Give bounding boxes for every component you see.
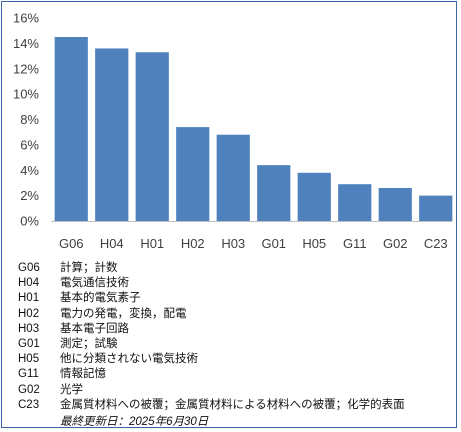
legend-description: 光学 (60, 383, 83, 396)
y-tick-label: 8% (20, 112, 39, 127)
x-tick-label: H03 (221, 236, 245, 251)
bar-chart: 0%2%4%6%8%10%12%14%16% G06 H04 H01 H02 H03 G0… (13, 11, 453, 251)
legend-code: G02 (18, 383, 40, 396)
legend-description: 金属質材料への被覆；金属質材料による材料への被覆；化学的表面 (60, 398, 405, 411)
legend-description: 測定；試験 (60, 337, 118, 350)
x-tick-label: G01 (261, 236, 286, 251)
y-tick-label: 12% (13, 61, 39, 76)
y-tick-label: 4% (20, 163, 39, 178)
bar-h05 (297, 172, 331, 221)
y-tick-label: 10% (13, 87, 39, 102)
bar-g11 (338, 184, 372, 221)
bar-h01 (135, 52, 169, 221)
legend-description: 計算；計数 (60, 262, 118, 274)
bar-g01 (257, 165, 291, 221)
x-tick-label: H02 (181, 236, 205, 251)
legend-row: H01 基本的電気素子 (18, 291, 458, 306)
legend-code: H01 (18, 292, 40, 305)
x-tick-label: H01 (140, 236, 164, 251)
legend-code: G01 (18, 337, 40, 350)
legend-description: 電力の発電，変換，配電 (60, 307, 187, 320)
x-tick-label: G11 (343, 236, 367, 251)
legend-code: H05 (18, 353, 40, 366)
x-tick-label: H04 (100, 236, 124, 251)
legend-code: C23 (18, 398, 40, 411)
bar-h02 (176, 127, 210, 221)
legend-row: G11 情報記憶 (18, 367, 458, 382)
y-tick-label: 16% (13, 11, 39, 26)
legend-row: H02 電力の発電，変換，配電 (18, 307, 458, 322)
bar-h04 (95, 48, 129, 222)
bar-g06 (54, 37, 88, 221)
y-axis: 0% 2% 4% 6% 8% 10% 12% 14% 16% (13, 11, 39, 229)
legend-row: C23 金属質材料への被覆；金属質材料による材料への被覆；化学的表面 (18, 398, 458, 413)
y-tick-label: 14% (13, 36, 39, 51)
bar-h03 (216, 134, 250, 221)
bar-g02 (378, 188, 412, 221)
legend-description: 基本電子回路 (60, 322, 129, 335)
legend-code: H02 (18, 307, 40, 320)
legend-code: G06 (18, 262, 40, 274)
x-tick-label: G06 (59, 236, 84, 251)
legend-description: 基本的電気素子 (60, 292, 141, 305)
legend-code: G11 (18, 368, 39, 381)
legend-description: 情報記憶 (60, 368, 106, 381)
legend-row: H05 他に分類されない電気技術 (18, 352, 458, 367)
chart-frame: 0% 2% 4% 6% 8% 10% 12% 14% 16% G06 H04 H01 H02 H03 G0… (1, 1, 457, 428)
bars (54, 37, 453, 222)
legend-description: 電気通信技術 (60, 277, 129, 290)
code-legend: G06 計算；計数 H04 電気通信技術 H01 基本的電気素子 H02 電力の発電，変換，配… (18, 261, 458, 413)
legend-row: G01 測定；試験 (18, 337, 458, 352)
x-tick-label: G02 (383, 236, 408, 251)
y-tick-label: 0% (20, 214, 39, 229)
legend-code: H04 (18, 277, 40, 290)
legend-row: G02 光学 (18, 383, 458, 398)
x-tick-label: C23 (424, 236, 448, 251)
legend-description: 他に分類されない電気技術 (60, 353, 198, 366)
legend-code: H03 (18, 322, 40, 335)
x-tick-label: H05 (302, 236, 326, 251)
legend-row: H03 基本電子回路 (18, 322, 458, 337)
y-tick-label: 2% (20, 188, 39, 203)
bar-c23 (419, 195, 453, 221)
y-tick-label: 6% (20, 137, 39, 152)
legend-row: G06 計算；計数 (18, 261, 458, 276)
x-axis: G06 H04 H01 H02 H03 G01 H05 G11 G02 C23 (59, 236, 448, 251)
legend-row: H04 電気通信技術 (18, 276, 458, 291)
last-updated: 最終更新日：2025年6月30日 (60, 416, 209, 428)
